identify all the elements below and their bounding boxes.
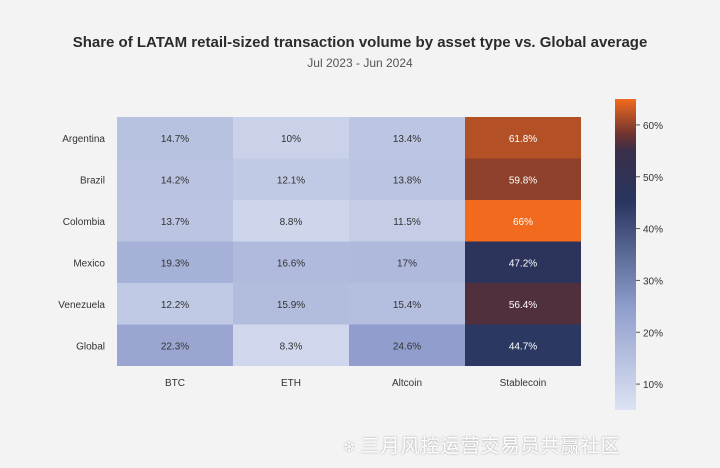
heatmap-cell: [117, 200, 233, 242]
cell-value-label: 11.5%: [393, 217, 421, 228]
cell-value-label: 44.7%: [509, 341, 537, 352]
row-label: Brazil: [80, 175, 105, 186]
watermark: ❄ 三月风控运营交易员共赢社区: [343, 431, 621, 458]
heatmap-cell: [233, 117, 349, 159]
colorbar-tick-label: 60%: [643, 121, 663, 132]
heatmap-cell: [233, 200, 349, 242]
column-label: Altcoin: [392, 378, 422, 389]
colorbar-tick-label: 50%: [643, 173, 663, 184]
heatmap-cell: [465, 324, 581, 366]
cell-value-label: 14.2%: [161, 175, 189, 186]
colorbar-tick-label: 30%: [643, 276, 663, 287]
cell-value-label: 12.2%: [161, 300, 189, 311]
watermark-text: 三月风控运营交易员共赢社区: [360, 435, 621, 457]
heatmap-cell: [117, 241, 233, 283]
cell-value-label: 66%: [513, 217, 533, 228]
chart-subtitle: Jul 2023 - Jun 2024: [307, 56, 413, 70]
heatmap-cell: [465, 117, 581, 159]
cell-value-label: 22.3%: [161, 341, 189, 352]
cell-value-label: 15.9%: [277, 300, 305, 311]
row-label: Venezuela: [58, 300, 105, 311]
row-label: Argentina: [62, 134, 105, 145]
cell-value-label: 13.7%: [161, 217, 189, 228]
cell-value-label: 8.8%: [280, 217, 303, 228]
cell-value-label: 16.6%: [277, 258, 305, 269]
column-label: ETH: [281, 378, 301, 389]
row-label: Mexico: [73, 258, 105, 269]
heatmap-cell: [117, 324, 233, 366]
colorbar-tick-label: 10%: [643, 380, 663, 391]
cell-value-label: 24.6%: [393, 341, 421, 352]
heatmap-cell: [349, 241, 465, 283]
heatmap-cell: [465, 158, 581, 200]
row-label: Colombia: [63, 217, 106, 228]
row-label: Global: [76, 341, 105, 352]
heatmap-cell: [349, 324, 465, 366]
heatmap-cell: [465, 200, 581, 242]
heatmap-cell: [349, 200, 465, 242]
cell-value-label: 61.8%: [509, 134, 537, 145]
cell-value-label: 8.3%: [280, 341, 303, 352]
chart-title: Share of LATAM retail-sized transaction …: [72, 34, 648, 51]
cell-value-label: 17%: [397, 258, 417, 269]
heatmap-cell: [117, 283, 233, 325]
column-label: BTC: [165, 378, 185, 389]
heatmap-cell: [465, 283, 581, 325]
cell-value-label: 13.4%: [393, 134, 421, 145]
cell-value-label: 13.8%: [393, 175, 421, 186]
heatmap-cell: [465, 241, 581, 283]
heatmap-cell: [233, 283, 349, 325]
cell-value-label: 19.3%: [161, 258, 189, 269]
heatmap-cell: [349, 283, 465, 325]
heatmap-cell: [117, 158, 233, 200]
colorbar: [615, 99, 636, 410]
heatmap-cell: [233, 324, 349, 366]
colorbar-tick-label: 40%: [643, 225, 663, 236]
heatmap-cell: [349, 117, 465, 159]
cell-value-label: 12.1%: [277, 175, 305, 186]
cell-value-label: 47.2%: [509, 258, 537, 269]
heatmap-cell: [233, 241, 349, 283]
cell-value-label: 15.4%: [393, 300, 421, 311]
cell-value-label: 59.8%: [509, 175, 537, 186]
share-icon: ❄: [343, 438, 357, 456]
heatmap-cell: [233, 158, 349, 200]
column-label: Stablecoin: [500, 378, 547, 389]
heatmap-cell: [349, 158, 465, 200]
heatmap-cell: [117, 117, 233, 159]
cell-value-label: 14.7%: [161, 134, 189, 145]
cell-value-label: 56.4%: [509, 300, 537, 311]
colorbar-tick-label: 20%: [643, 328, 663, 339]
cell-value-label: 10%: [281, 134, 301, 145]
